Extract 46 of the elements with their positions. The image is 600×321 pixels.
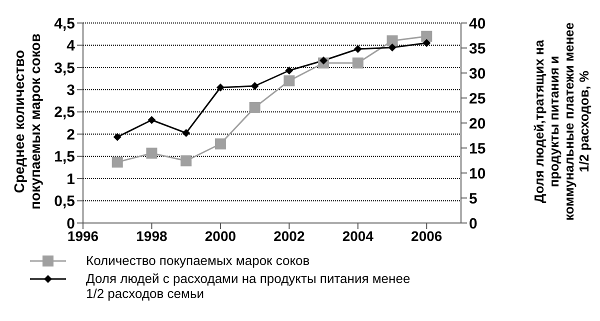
x-tick-label: 2006 (411, 228, 442, 244)
point (422, 39, 431, 47)
x-tick-label: 1998 (136, 228, 168, 244)
y-tick-label: 3 (66, 82, 75, 99)
y-tick-label: 1 (66, 170, 75, 188)
point (250, 82, 259, 90)
x-tick-label: 2002 (274, 228, 305, 244)
point (421, 30, 432, 42)
point (216, 84, 224, 92)
y-axis-title: Среднее количество покупаемых марок соков (11, 33, 43, 210)
y-tick-label: 2,5 (54, 104, 75, 122)
point (352, 58, 364, 68)
point (285, 66, 294, 74)
point (249, 102, 260, 113)
y-tick-label: 4 (66, 38, 76, 55)
point (112, 156, 123, 168)
x-tick-label: 2000 (204, 228, 236, 244)
y2-tick-label: 10 (469, 165, 486, 182)
point (180, 155, 192, 166)
y-tick-label: 3,5 (54, 60, 75, 77)
point (320, 56, 328, 64)
y2-tick-label: 0 (469, 215, 478, 232)
y-tick-label: 1,5 (54, 148, 75, 166)
y2-tick-label: 40 (469, 15, 486, 32)
y2-tick-label: 35 (469, 40, 486, 58)
y2-tick-label: 5 (469, 190, 478, 208)
y2-tick-label: 20 (469, 115, 486, 132)
y-tick-label: 2 (66, 126, 75, 144)
y-tick-label: 0,5 (54, 193, 75, 210)
point (354, 45, 362, 53)
y-tick-label: 4,5 (54, 15, 75, 32)
point (284, 75, 295, 86)
point (113, 133, 122, 141)
y2-tick-label: 30 (469, 65, 486, 82)
y2-tick-label: 15 (469, 140, 486, 158)
point (182, 129, 190, 137)
point (214, 138, 226, 150)
legend-label: Доля людей с расходами на продукты питания менее 1/2 расходов семьи (86, 271, 412, 301)
point (388, 44, 396, 52)
point (386, 35, 398, 46)
y2-tick-label: 25 (469, 90, 486, 108)
point (146, 148, 158, 159)
x-tick-label: 2004 (342, 228, 374, 244)
point (148, 116, 156, 124)
legend-label: Количество покупаемых марок соков (86, 253, 311, 268)
y2-axis-title: Доля людей,тратящих на продукты питания и коммунальные платежи менее 1/2 расходов, % (532, 22, 592, 221)
